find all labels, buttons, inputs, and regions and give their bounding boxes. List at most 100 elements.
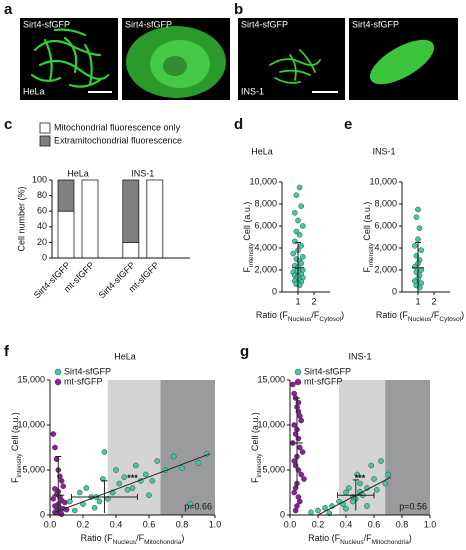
data-point [187,501,194,508]
data-point [322,504,328,511]
data-point [298,471,305,478]
data-point [378,458,384,464]
annotation: p=0.66 [184,501,212,511]
panel-label: d [234,116,243,133]
chart-title: INS-1 [372,146,395,156]
label-part: ) [341,310,344,320]
y-tick-label: 2,000 [374,264,397,274]
data-point [195,459,202,466]
image-caption: Sirt4-sfGFP [125,19,172,29]
data-point [415,236,421,242]
data-point [308,509,314,516]
y-tick-label: 15,000 [257,374,285,384]
x-tick-label: 1.0 [424,519,437,529]
data-point [101,449,108,455]
nucleus [163,56,187,76]
data-point [292,507,299,514]
x-tick-label: 0.0 [284,519,297,529]
x-tick-label: 0.2 [77,519,90,529]
data-point [60,483,67,490]
data-point [83,485,90,491]
y-axis-label: Fintensity Cell (a.u.) [362,202,374,273]
shaded-region [107,380,161,515]
data-point [62,499,68,506]
panel-label: c [4,116,12,133]
x-tick-label: Sirt4-sfGFP [97,260,137,300]
y-axis-label: Fintensity Cell (a.u.) [10,412,22,483]
x-tick-label: 1.0 [209,519,222,529]
x-tick-label: 2 [431,296,436,306]
data-point [293,192,300,198]
data-point [129,485,136,491]
y-tick-label: 20 [37,237,47,247]
label-part: /F [136,533,145,543]
fit-line [54,453,211,513]
label-part: /F [364,533,373,543]
shaded-region [160,380,215,515]
data-point [416,225,423,231]
label-part: Ratio (F [376,310,409,320]
x-tick-label: Sirt4-sfGFP [32,260,72,300]
data-point [413,214,420,220]
data-point [296,184,303,191]
data-point [52,444,58,451]
label-part: Cytosol [319,316,341,323]
legend-label: mt-sfGFP [304,376,343,386]
y-tick-label: 0 [42,252,47,262]
label-part: Ratio (F [256,310,289,320]
data-point [71,507,78,514]
data-point [296,498,303,505]
data-point [291,209,298,216]
y-tick-label: 5,000 [262,464,285,474]
bar-segment [146,179,164,259]
group-label: INS-1 [131,168,154,178]
y-tick-label: 10,000 [257,419,285,429]
label-part: Cell (a.u.) [242,202,252,244]
data-point [58,477,65,484]
data-point [298,242,305,249]
label-part: F [250,477,260,483]
legend-marker [294,378,302,386]
x-axis-label: Ratio (FNucleus/FMitochondria) [308,533,412,545]
x-tick-label: 0.4 [340,519,353,529]
cell-label: INS-1 [241,86,264,96]
data-point [296,231,303,238]
data-point [295,217,301,224]
image-caption: Sirt4-sfGFP [23,19,70,29]
image-caption: Sirt4-sfGFP [241,19,288,29]
bar-segment [122,241,140,259]
legend-label: Mitochondrial fluorescence only [54,122,181,132]
data-point [371,476,377,482]
label-part: Nucleus [408,316,432,323]
data-point [291,489,298,496]
data-point [368,462,375,469]
data-point [142,471,149,478]
data-point [411,242,418,249]
label-part: /F [431,310,440,320]
data-point [343,505,349,512]
data-point [116,480,123,487]
chart-title: HeLa [114,351,136,361]
panel-label: g [240,343,249,360]
data-point [179,465,185,472]
y-tick-label: 10,000 [369,176,397,186]
y-tick-label: 80 [37,190,47,200]
label-part: Cell (a.u.) [250,412,260,454]
x-axis-label: Ratio (FNucleus/FMitochondria) [81,533,185,545]
data-point [289,381,296,388]
legend-marker [294,368,302,376]
label-part: ) [181,533,184,543]
label-part: ) [461,310,464,320]
x-tick-label: 0.8 [176,519,189,529]
label-part: Cell (a.u.) [10,412,20,454]
data-point [299,449,306,455]
label-part: Mitochondria [144,539,182,546]
y-tick-label: 10,000 [17,419,45,429]
y-tick-label: 40 [37,221,47,231]
label-part: F [242,266,252,272]
data-point [50,495,57,502]
data-point [301,476,307,482]
x-tick-label: 0.2 [312,519,325,529]
bar-segment [57,179,75,212]
legend-marker [54,378,62,386]
